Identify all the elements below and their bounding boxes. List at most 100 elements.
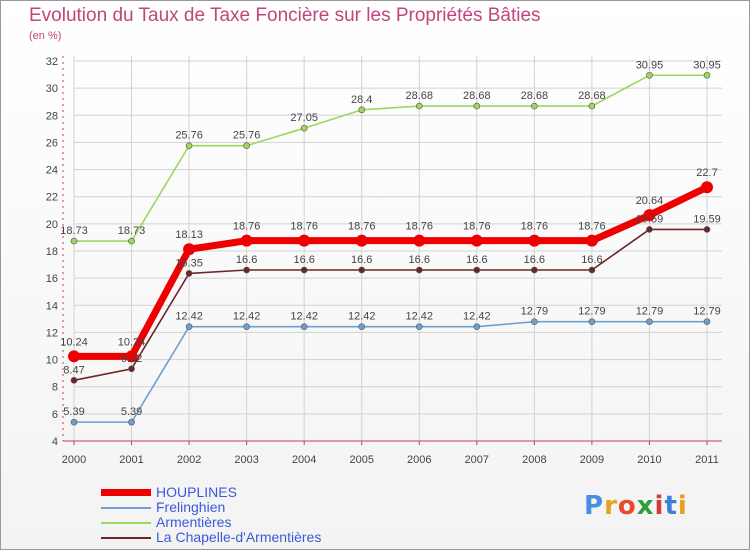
data-label-la-chapelle: 16.6 [524,254,545,266]
data-label-armentieres: 18.73 [60,225,88,237]
data-label-houplines: 18.76 [406,221,434,233]
y-tick-label: 32 [46,56,58,68]
data-label-frelinghien: 5.39 [121,406,142,418]
data-point-houplines [701,181,713,194]
series-line-la-chapelle [73,228,707,382]
data-point-frelinghien [703,318,711,326]
data-label-la-chapelle: 16.6 [409,254,430,266]
data-point-la-chapelle [473,266,481,274]
logo-letter: P [584,491,605,521]
data-point-frelinghien [415,323,423,331]
data-label-la-chapelle: 16.6 [236,254,257,266]
y-tick-label: 28 [46,110,58,122]
data-label-armentieres: 28.68 [406,90,434,102]
logo-letter: r [604,491,618,521]
data-label-houplines: 20.64 [636,195,664,207]
legend-label: HOUPLINES [156,484,237,500]
data-point-la-chapelle [185,270,193,277]
data-label-houplines: 10.24 [118,336,146,348]
data-label-armentieres: 25.76 [233,130,261,142]
data-point-armentieres [588,102,596,110]
data-point-houplines [240,234,253,247]
data-point-la-chapelle [415,266,423,274]
proxiti-logo: Proxiti [584,491,688,521]
series-line-houplines [74,184,709,360]
y-tick-label: 4 [52,436,58,448]
data-point-armentieres [70,237,78,245]
data-label-frelinghien: 12.42 [463,311,491,323]
data-label-la-chapelle: 16.6 [466,254,487,266]
x-tick-label: 2003 [234,454,258,466]
legend-swatch-houplines [101,489,151,496]
y-tick-label: 16 [46,273,58,285]
x-tick-label: 2002 [177,454,201,466]
data-label-armentieres: 28.68 [578,90,606,102]
data-label-houplines: 18.76 [463,221,491,233]
data-label-la-chapelle: 16.6 [293,254,314,266]
data-label-frelinghien: 12.79 [521,306,549,318]
data-label-armentieres: 28.4 [351,94,372,106]
y-tick-label: 8 [52,382,58,394]
data-label-armentieres: 28.68 [521,90,549,102]
data-label-armentieres: 30.95 [636,59,664,71]
data-point-houplines [528,234,541,247]
y-tick-label: 6 [52,409,58,421]
data-label-frelinghien: 12.79 [578,306,606,318]
data-label-houplines: 18.76 [348,221,376,233]
legend-label: Frelinghien [156,499,226,515]
logo-letter: t [664,491,678,521]
data-point-la-chapelle [243,266,250,274]
data-point-la-chapelle [703,226,711,233]
x-tick-label: 2000 [62,454,86,466]
y-tick-label: 20 [46,219,58,231]
data-point-frelinghien [128,418,135,426]
data-point-armentieres [128,237,135,245]
y-tick-label: 24 [46,165,58,177]
data-label-armentieres: 25.76 [175,130,203,142]
x-tick-label: 2006 [407,454,431,466]
data-point-armentieres [703,71,711,79]
data-point-la-chapelle [70,377,78,384]
data-point-la-chapelle [128,365,135,373]
data-label-frelinghien: 12.42 [290,311,318,323]
legend-swatch-la-chapelle [101,537,151,539]
data-label-la-chapelle: 16.6 [351,254,372,266]
data-point-armentieres [531,102,538,110]
data-label-frelinghien: 12.42 [233,311,261,323]
x-tick-label: 2010 [637,454,661,466]
data-point-armentieres [415,102,423,110]
data-point-la-chapelle [358,266,366,274]
data-point-houplines [125,350,138,363]
legend-swatch-armentieres [101,522,151,524]
y-tick-label: 14 [46,300,58,312]
data-point-houplines [68,350,80,363]
y-tick-label: 26 [46,137,58,149]
data-point-armentieres [358,106,366,114]
data-point-houplines [413,234,426,247]
x-tick-label: 2009 [580,454,604,466]
data-label-frelinghien: 12.79 [693,306,721,318]
data-label-la-chapelle: 8.47 [63,364,84,376]
logo-letter: i [654,491,665,521]
data-point-la-chapelle [531,266,538,274]
data-point-armentieres [473,102,481,110]
data-point-armentieres [300,124,308,132]
data-label-houplines: 10.24 [60,336,88,348]
data-point-la-chapelle [588,266,596,274]
data-label-la-chapelle: 19.59 [693,213,721,225]
data-point-houplines [643,209,656,222]
legend-swatch-frelinghien [101,507,151,509]
logo-letter: i [677,491,688,521]
data-point-frelinghien [646,318,653,326]
data-point-houplines [298,234,311,247]
data-point-armentieres [646,71,653,79]
logo-letter: x [636,491,655,521]
data-point-houplines [183,243,196,256]
y-tick-label: 10 [46,355,58,367]
y-tick-label: 12 [46,327,58,339]
data-point-houplines [355,234,368,247]
data-label-armentieres: 27.05 [290,112,318,124]
data-label-houplines: 18.76 [578,221,606,233]
